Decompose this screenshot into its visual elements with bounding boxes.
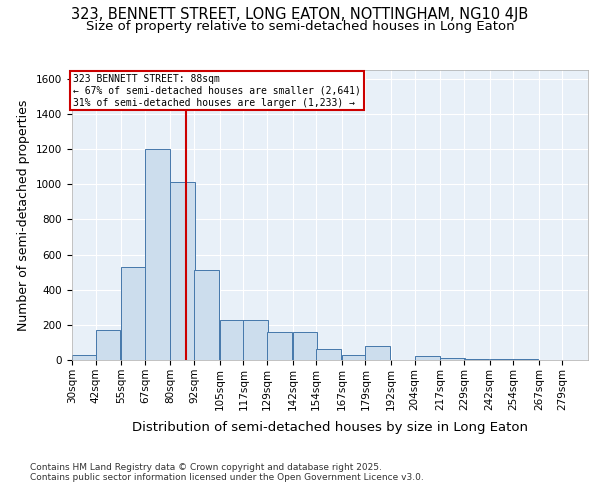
Text: Contains public sector information licensed under the Open Government Licence v3: Contains public sector information licen…	[30, 474, 424, 482]
Bar	[490, 359, 514, 360]
Text: Distribution of semi-detached houses by size in Long Eaton: Distribution of semi-detached houses by …	[132, 421, 528, 434]
Bar	[145, 149, 170, 360]
Bar	[513, 359, 538, 360]
Bar	[440, 358, 465, 360]
Bar	[464, 359, 489, 360]
Bar	[293, 332, 317, 360]
Text: 323, BENNETT STREET, LONG EATON, NOTTINGHAM, NG10 4JB: 323, BENNETT STREET, LONG EATON, NOTTING…	[71, 8, 529, 22]
Bar	[365, 346, 390, 360]
Text: Contains HM Land Registry data © Crown copyright and database right 2025.: Contains HM Land Registry data © Crown c…	[30, 464, 382, 472]
Bar	[95, 330, 121, 360]
Bar	[415, 356, 440, 360]
Bar	[267, 332, 292, 360]
Bar	[316, 350, 341, 360]
Bar	[194, 270, 219, 360]
Bar	[244, 320, 268, 360]
Bar	[170, 182, 196, 360]
Text: 323 BENNETT STREET: 88sqm
← 67% of semi-detached houses are smaller (2,641)
31% : 323 BENNETT STREET: 88sqm ← 67% of semi-…	[73, 74, 361, 108]
Y-axis label: Number of semi-detached properties: Number of semi-detached properties	[17, 100, 31, 330]
Bar	[342, 354, 367, 360]
Text: Size of property relative to semi-detached houses in Long Eaton: Size of property relative to semi-detach…	[86, 20, 514, 33]
Bar	[121, 267, 146, 360]
Bar	[72, 354, 97, 360]
Bar	[220, 320, 245, 360]
